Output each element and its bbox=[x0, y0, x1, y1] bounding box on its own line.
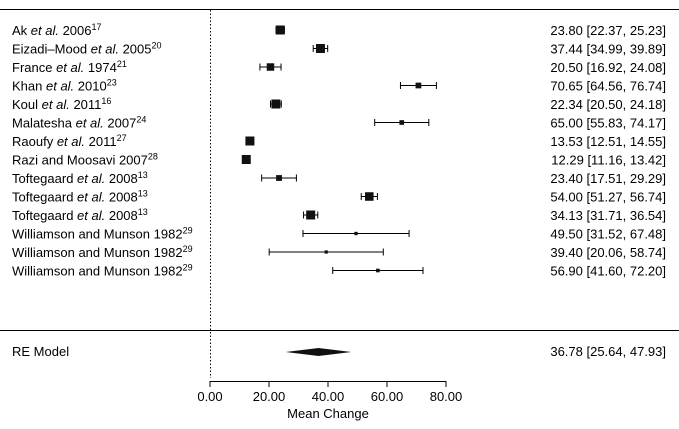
study-row: Williamson and Munson 198229 56.90 [41.60… bbox=[12, 263, 666, 279]
point-estimate bbox=[354, 231, 358, 236]
study-label: Toftegaard et al. 200813 bbox=[12, 189, 148, 205]
summary-diamond bbox=[285, 348, 352, 356]
point-estimate bbox=[399, 120, 405, 125]
point-estimate bbox=[306, 210, 316, 220]
study-row: France et al. 197421 20.50 [16.92, 24.08] bbox=[12, 59, 666, 75]
point-estimate bbox=[271, 99, 281, 109]
study-label: Toftegaard et al. 200813 bbox=[12, 207, 148, 223]
ci-value: 49.50 [31.52, 67.48] bbox=[550, 227, 666, 242]
ci-value: 23.80 [22.37, 25.23] bbox=[550, 23, 666, 38]
study-label: Eizadi–Mood et al. 200520 bbox=[12, 41, 162, 57]
study-label: Williamson and Munson 198229 bbox=[12, 263, 193, 279]
point-estimate bbox=[275, 25, 285, 35]
x-axis-ticks: 0.00 20.00 40.00 60.00 80.00 bbox=[197, 381, 462, 404]
ci-value: 20.50 [16.92, 24.08] bbox=[550, 60, 666, 75]
study-row: Eizadi–Mood et al. 200520 37.44 [34.99, 3… bbox=[12, 41, 666, 57]
study-row: Toftegaard et al. 200813 54.00 [51.27, 56… bbox=[12, 189, 666, 205]
study-label: Williamson and Munson 198229 bbox=[12, 226, 193, 242]
study-label: Toftegaard et al. 200813 bbox=[12, 170, 148, 186]
ci-value: 70.65 [64.56, 76.74] bbox=[550, 79, 666, 94]
study-label: Malatesha et al. 200724 bbox=[12, 115, 146, 131]
study-label: France et al. 197421 bbox=[12, 59, 127, 75]
point-estimate bbox=[324, 250, 328, 254]
study-row: Ak et al. 200617 23.80 [22.37, 25.23] bbox=[12, 22, 666, 38]
x-tick-label: 40.00 bbox=[312, 389, 345, 404]
summary-label: RE Model bbox=[12, 344, 69, 359]
point-estimate bbox=[415, 82, 422, 89]
ci-value: 34.13 [31.71, 36.54] bbox=[550, 208, 666, 223]
point-estimate bbox=[245, 136, 255, 146]
point-estimate bbox=[315, 44, 325, 53]
study-label: Raoufy et al. 201127 bbox=[12, 133, 127, 149]
ci-value: 13.53 [12.51, 14.55] bbox=[550, 134, 666, 149]
study-row: Raoufy et al. 201127 13.53 [12.51, 14.55] bbox=[12, 133, 666, 149]
study-label: Razi and Moosavi 200728 bbox=[12, 152, 158, 168]
study-label: Khan et al. 201023 bbox=[12, 78, 117, 94]
x-axis-title: Mean Change bbox=[287, 406, 369, 421]
x-tick-label: 60.00 bbox=[371, 389, 404, 404]
ci-value: 22.34 [20.50, 24.18] bbox=[550, 97, 666, 112]
ci-value: 23.40 [17.51, 29.29] bbox=[550, 171, 666, 186]
point-estimate bbox=[266, 63, 275, 71]
study-row: Koul et al. 201116 22.34 [20.50, 24.18] bbox=[12, 96, 666, 112]
point-estimate bbox=[241, 155, 251, 164]
point-estimate bbox=[376, 268, 380, 273]
study-row: Williamson and Munson 198229 49.50 [31.52… bbox=[12, 226, 666, 242]
study-label: Williamson and Munson 198229 bbox=[12, 244, 193, 260]
ci-value: 39.40 [20.06, 58.74] bbox=[550, 245, 666, 260]
x-tick-label: 20.00 bbox=[253, 389, 286, 404]
study-row: Toftegaard et al. 200813 23.40 [17.51, 29… bbox=[12, 170, 666, 186]
x-tick-label: 0.00 bbox=[197, 389, 222, 404]
ci-value: 65.00 [55.83, 74.17] bbox=[550, 116, 666, 131]
ci-value: 54.00 [51.27, 56.74] bbox=[550, 190, 666, 205]
study-row: Toftegaard et al. 200813 34.13 [31.71, 36… bbox=[12, 207, 666, 223]
study-label: Ak et al. 200617 bbox=[12, 22, 102, 38]
study-label: Koul et al. 201116 bbox=[12, 96, 111, 112]
study-row: Williamson and Munson 198229 39.40 [20.06… bbox=[12, 244, 666, 260]
study-row: Razi and Moosavi 200728 12.29 [11.16, 13.… bbox=[12, 152, 666, 168]
study-rows: Ak et al. 200617 23.80 [22.37, 25.23] Eiza… bbox=[12, 22, 666, 279]
point-estimate bbox=[365, 192, 374, 201]
point-estimate bbox=[276, 175, 282, 181]
study-row: Khan et al. 201023 70.65 [64.56, 76.74] bbox=[12, 78, 666, 94]
summary-ci-value: 36.78 [25.64, 47.93] bbox=[550, 344, 666, 359]
x-tick-label: 80.00 bbox=[430, 389, 463, 404]
ci-value: 56.90 [41.60, 72.20] bbox=[550, 264, 666, 279]
summary-row: RE Model 36.78 [25.64, 47.93] bbox=[12, 344, 666, 359]
ci-value: 12.29 [11.16, 13.42] bbox=[551, 153, 666, 168]
study-row: Malatesha et al. 200724 65.00 [55.83, 74.… bbox=[12, 115, 666, 131]
ci-value: 37.44 [34.99, 39.89] bbox=[550, 42, 666, 57]
